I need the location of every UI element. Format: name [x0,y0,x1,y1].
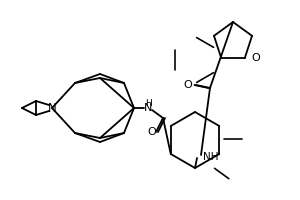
Text: O: O [252,53,260,63]
Text: O: O [148,127,156,137]
Text: H: H [145,98,152,108]
Text: N: N [48,102,56,114]
Text: NH: NH [203,152,218,162]
Text: N: N [144,103,152,113]
Text: O: O [184,80,192,90]
